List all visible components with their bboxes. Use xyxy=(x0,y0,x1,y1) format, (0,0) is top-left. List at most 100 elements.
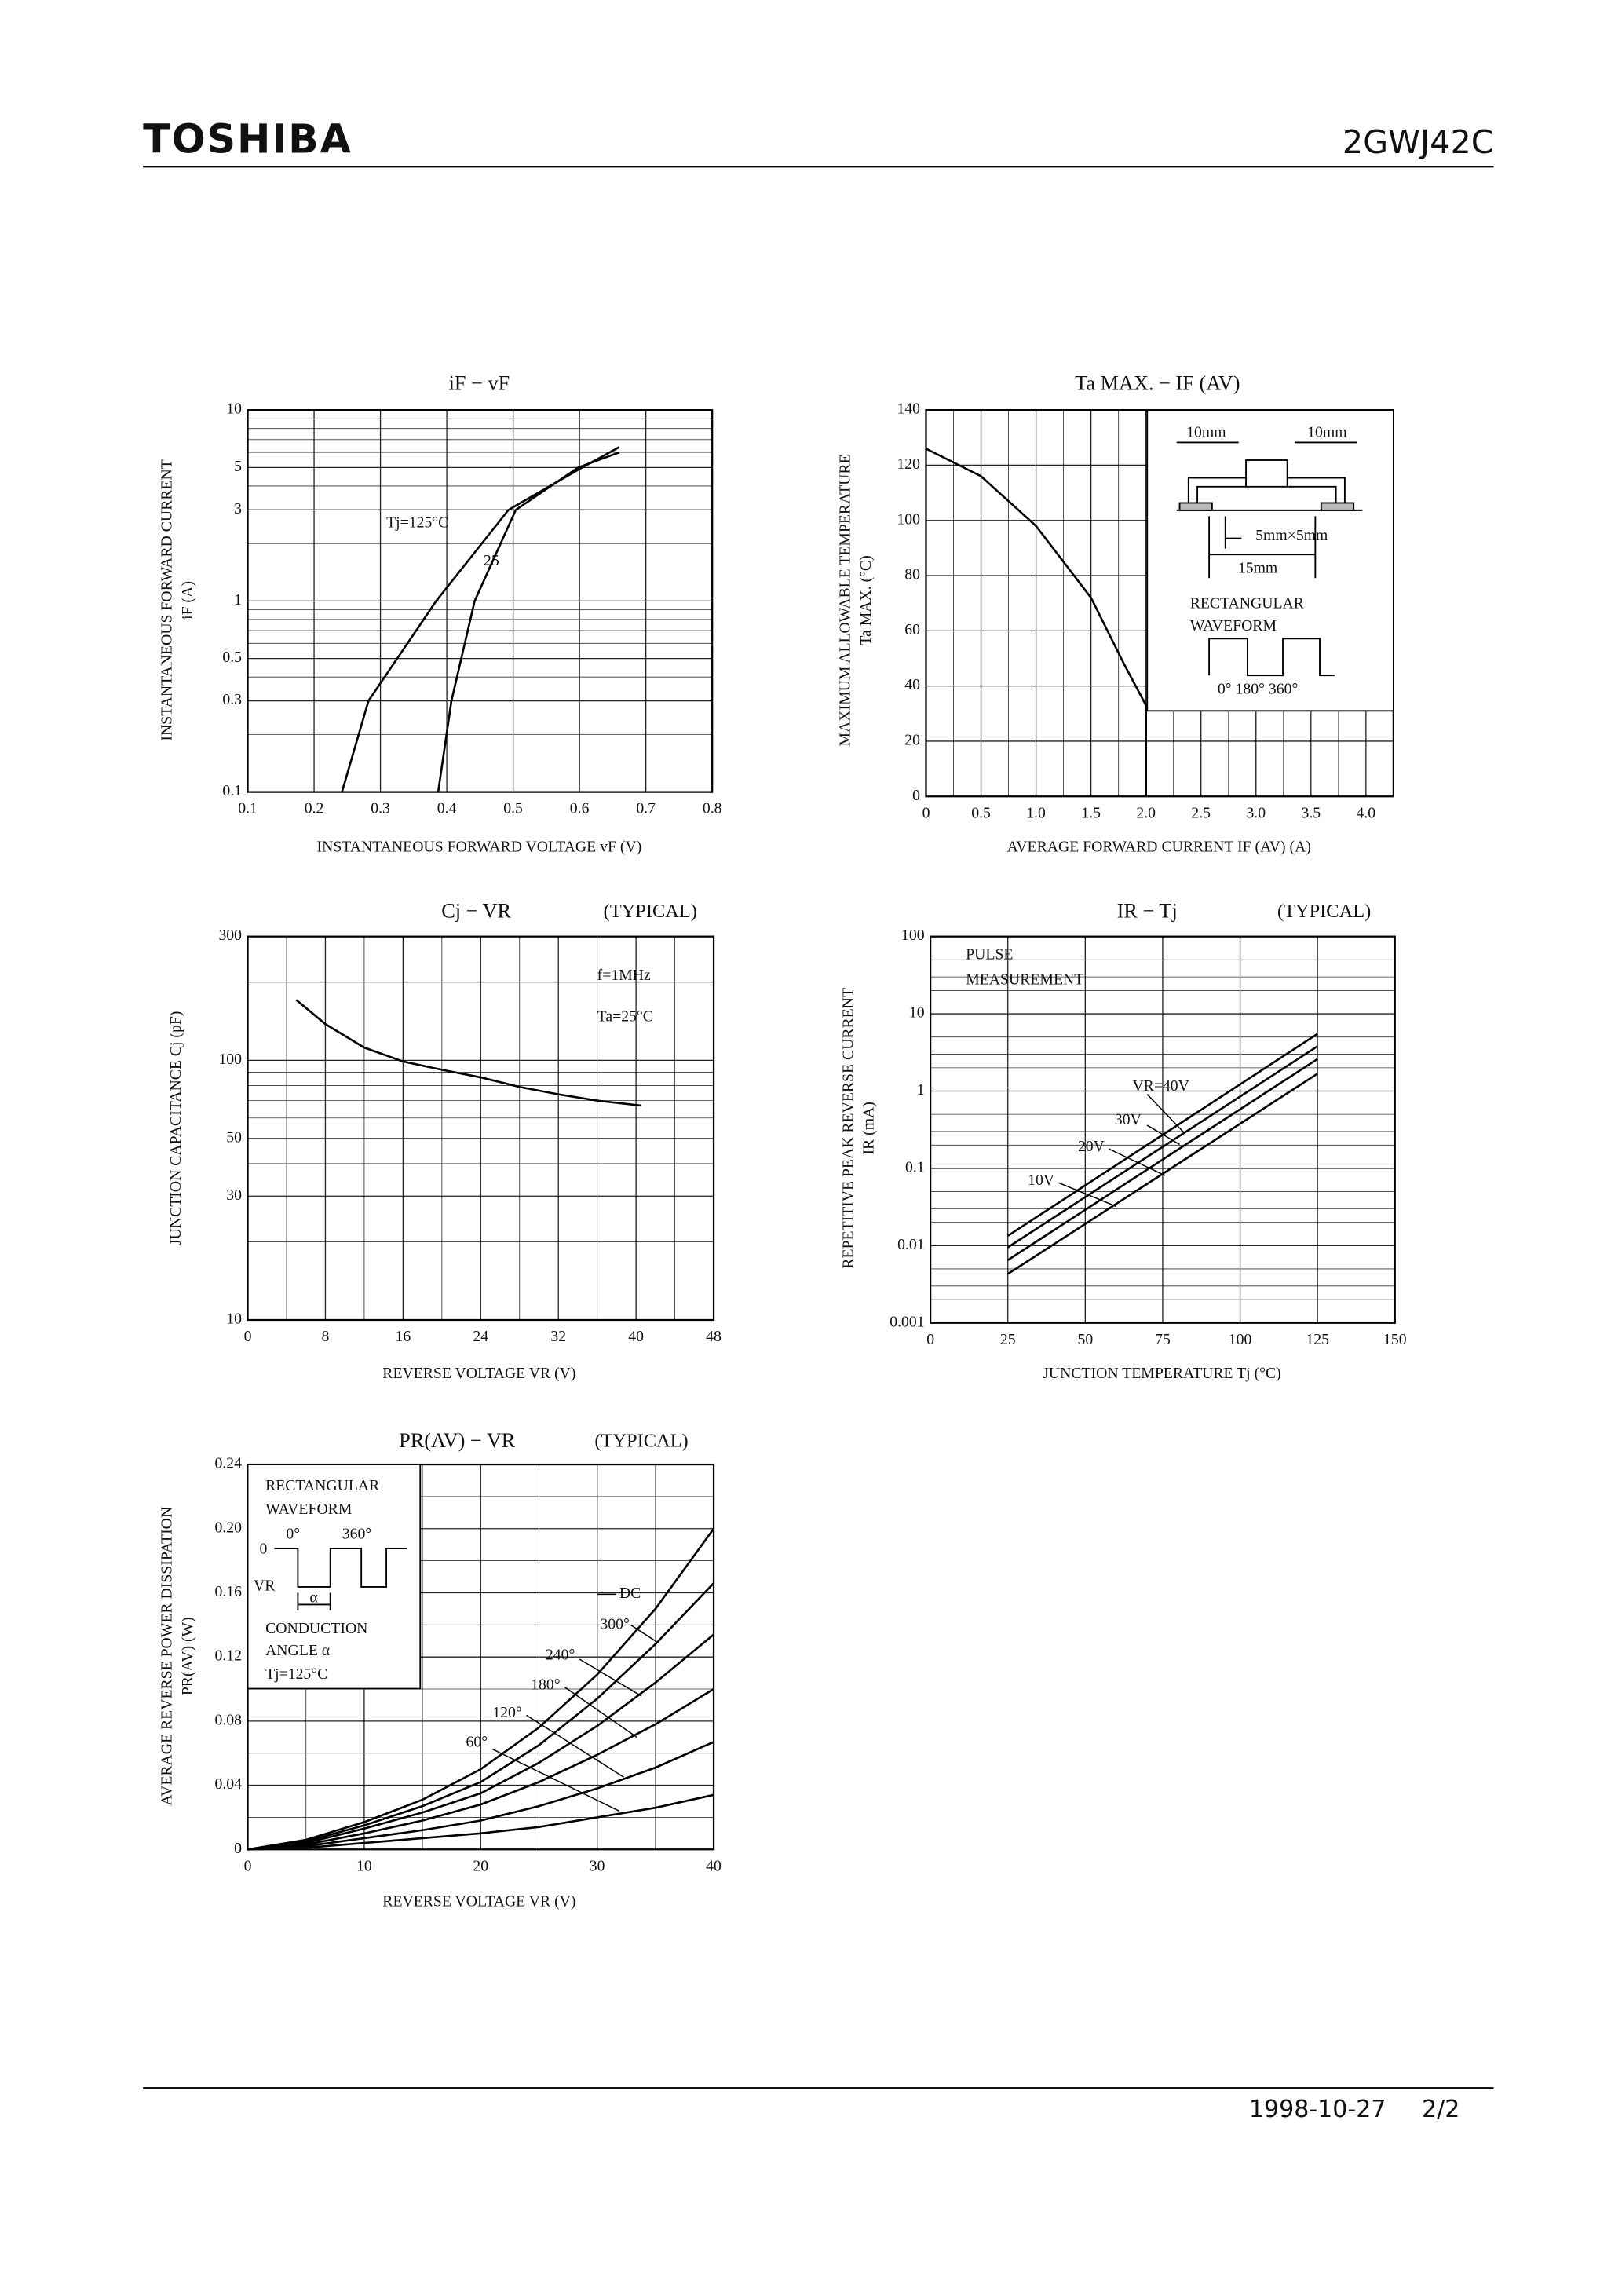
y-tick-label: 0.01 xyxy=(897,1236,925,1253)
y-axis-unit: Ta MAX. (°C) xyxy=(857,555,875,645)
x-tick-label: 0.5 xyxy=(503,800,523,817)
chart-title: IR − Tj xyxy=(1117,900,1178,923)
data-line xyxy=(437,451,620,792)
x-tick-label: 8 xyxy=(322,1328,330,1345)
chart-subtitle: (TYPICAL) xyxy=(594,1430,688,1451)
x-axis-label: JUNCTION TEMPERATURE Tj (°C) xyxy=(1043,1365,1281,1382)
annotation: VR xyxy=(254,1577,276,1594)
y-tick-label: 140 xyxy=(897,400,920,418)
y-tick-label: 80 xyxy=(904,566,920,583)
series-label: VR=40V xyxy=(1132,1077,1189,1095)
y-tick-label: 0.3 xyxy=(222,691,242,708)
leader-line xyxy=(1058,1182,1117,1208)
y-tick-label: 0 xyxy=(912,787,920,804)
y-tick-label: 5 xyxy=(234,458,242,475)
series-label: Tj=125°C xyxy=(386,514,448,531)
y-tick-label: 10 xyxy=(226,1311,242,1328)
y-tick-label: 100 xyxy=(218,1051,242,1068)
x-tick-label: 0.2 xyxy=(305,800,324,817)
data-line xyxy=(247,1633,714,1851)
leader-line xyxy=(1109,1148,1166,1176)
y-tick-label: 1 xyxy=(917,1081,925,1099)
x-tick-label: 20 xyxy=(473,1857,488,1874)
y-tick-label: 120 xyxy=(897,455,920,473)
x-tick-label: 0.6 xyxy=(570,800,590,817)
y-tick-label: 300 xyxy=(218,927,242,944)
x-tick-label: 3.5 xyxy=(1301,804,1321,821)
x-tick-label: 25 xyxy=(1000,1331,1016,1348)
leader-line xyxy=(1146,1124,1180,1146)
leader-line xyxy=(526,1714,624,1778)
chart-title: Ta MAX. − IF (AV) xyxy=(1075,371,1240,394)
annotation: Ta=25°C xyxy=(597,1007,653,1025)
annotation: WAVEFORM xyxy=(265,1501,352,1518)
footer-date: 1998-10-27 xyxy=(1249,2096,1386,2123)
y-tick-label: 20 xyxy=(904,731,920,748)
leader-line xyxy=(564,1687,637,1738)
y-tick-label: 3 xyxy=(234,500,242,517)
x-tick-label: 24 xyxy=(473,1328,488,1345)
y-tick-label: 0.1 xyxy=(905,1158,925,1175)
annotation: CONDUCTION xyxy=(265,1620,367,1637)
y-tick-label: 40 xyxy=(904,676,920,693)
y-tick-label: 10 xyxy=(226,400,242,418)
annotation: 0° 180° 360° xyxy=(1218,681,1299,698)
annotation: WAVEFORM xyxy=(1190,617,1277,634)
annotation: α xyxy=(309,1589,317,1607)
x-tick-label: 100 xyxy=(1229,1331,1252,1348)
x-tick-label: 2.0 xyxy=(1136,804,1156,821)
y-axis-unit: IR (mA) xyxy=(860,1102,878,1154)
y-tick-label: 0.1 xyxy=(222,782,242,799)
series-label: 60° xyxy=(466,1734,488,1751)
data-line xyxy=(247,1687,714,1851)
waveform xyxy=(1208,638,1335,677)
x-tick-label: 0.4 xyxy=(437,800,457,817)
x-tick-label: 0.1 xyxy=(238,800,258,817)
x-axis-label: INSTANTANEOUS FORWARD VOLTAGE vF (V) xyxy=(317,839,642,856)
y-tick-label: 0.12 xyxy=(215,1647,243,1665)
x-tick-label: 32 xyxy=(550,1328,566,1345)
x-tick-label: 1.5 xyxy=(1081,804,1101,821)
data-line xyxy=(1007,1073,1318,1275)
plot-frame xyxy=(930,935,1396,1324)
series-label: 30V xyxy=(1115,1111,1142,1128)
x-tick-label: 0.5 xyxy=(971,804,991,821)
y-axis-label: MAXIMUM ALLOWABLE TEMPERATURE xyxy=(837,454,854,746)
series-label: 20V xyxy=(1078,1138,1105,1155)
y-tick-label: 0.16 xyxy=(215,1583,243,1600)
x-tick-label: 150 xyxy=(1383,1331,1407,1348)
leader-line xyxy=(1146,1094,1185,1133)
data-line xyxy=(247,1741,714,1851)
annotation: 0° xyxy=(286,1526,300,1543)
chart-subtitle: (TYPICAL) xyxy=(1277,901,1371,922)
y-tick-label: 0.24 xyxy=(215,1455,243,1472)
x-tick-label: 30 xyxy=(590,1857,605,1874)
y-axis-label: JUNCTION CAPACITANCE Cj (pF) xyxy=(167,1011,184,1245)
plot-frame xyxy=(247,409,714,793)
annotation: Tj=125°C xyxy=(265,1665,327,1683)
y-tick-label: 0.08 xyxy=(215,1711,243,1728)
annotation: 5mm×5mm xyxy=(1255,527,1328,544)
annotation: f=1MHz xyxy=(597,967,651,984)
part-number: 2GWJ42C xyxy=(1343,123,1494,161)
chart-title: iF − vF xyxy=(449,371,510,394)
x-tick-label: 1.0 xyxy=(1026,804,1046,821)
y-axis-label: INSTANTANEOUS FORWARD CURRENT xyxy=(159,459,176,740)
chart-title: Cj − VR xyxy=(441,900,511,923)
x-tick-label: 75 xyxy=(1155,1331,1171,1348)
annotation: 0 xyxy=(260,1541,268,1558)
x-axis-label: REVERSE VOLTAGE VR (V) xyxy=(382,1365,575,1382)
y-tick-label: 0.001 xyxy=(890,1313,924,1330)
series-label: 180° xyxy=(531,1676,560,1693)
x-tick-label: 0 xyxy=(922,804,930,821)
x-tick-label: 40 xyxy=(706,1857,721,1874)
chart-title: PR(AV) − VR xyxy=(399,1429,516,1452)
data-line xyxy=(247,1793,714,1851)
leader-line xyxy=(630,1625,657,1643)
leader-line xyxy=(579,1658,642,1697)
y-tick-label: 100 xyxy=(897,510,920,528)
annotation: 10mm xyxy=(1186,424,1226,441)
data-line xyxy=(1007,1058,1318,1261)
x-tick-label: 48 xyxy=(706,1328,721,1345)
y-tick-label: 100 xyxy=(901,927,925,944)
